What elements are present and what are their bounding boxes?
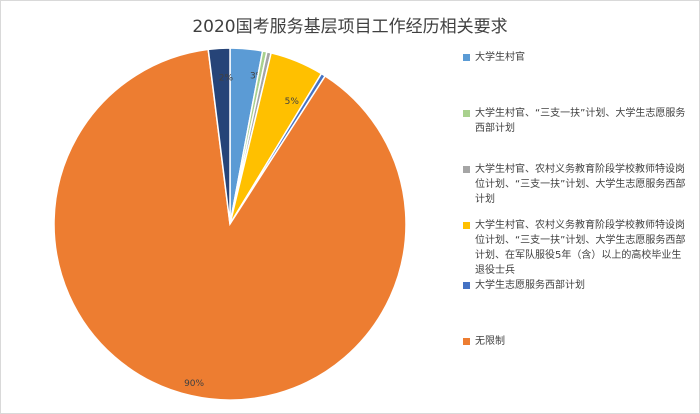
- legend-label: 大学生村官、农村义务教育阶段学校教师特设岗位计划、“三支一扶”计划、大学生志愿服…: [475, 164, 686, 205]
- legend-label: 大学生志愿服务西部计划: [475, 280, 585, 291]
- legend-swatch: [463, 282, 470, 289]
- legend-swatch: [463, 110, 470, 117]
- legend-swatch: [463, 166, 470, 173]
- legend-swatch: [463, 54, 470, 61]
- legend-swatch: [463, 338, 470, 345]
- legend-item: 大学生村官、农村义务教育阶段学校教师特设岗位计划、“三支一扶”计划、大学生志愿服…: [463, 162, 687, 207]
- legend-swatch: [463, 222, 470, 229]
- legend-item: 大学生村官、农村义务教育阶段学校教师特设岗位计划、“三支一扶”计划、大学生志愿服…: [463, 218, 687, 278]
- chart-title: 2020国考服务基层项目工作经历相关要求: [192, 17, 508, 37]
- legend-label: 大学生村官、农村义务教育阶段学校教师特设岗位计划、“三支一扶”计划、大学生志愿服…: [475, 220, 686, 276]
- pie-slice: [207, 47, 231, 225]
- legend-item: 无限制: [463, 334, 687, 349]
- data-label: 2%: [219, 73, 234, 83]
- legend-item: 大学生村官、“三支一扶”计划、大学生志愿服务西部计划: [463, 106, 687, 136]
- data-label: 5%: [285, 97, 300, 107]
- legend-label: 大学生村官: [475, 52, 525, 63]
- legend-label: 无限制: [475, 336, 505, 347]
- legend-label: 大学生村官、“三支一扶”计划、大学生志愿服务西部计划: [475, 108, 686, 134]
- pie-slice: [53, 48, 407, 401]
- data-label: 90%: [184, 379, 204, 389]
- legend-item: 大学生村官: [463, 50, 687, 65]
- legend-item: 大学生志愿服务西部计划: [463, 278, 687, 293]
